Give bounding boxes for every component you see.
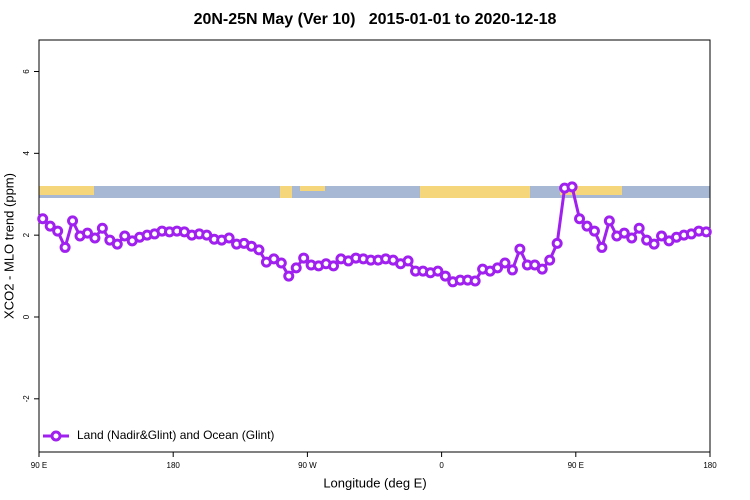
data-point xyxy=(439,270,451,282)
data-point xyxy=(581,220,593,232)
data-point xyxy=(469,275,481,287)
data-point xyxy=(700,226,712,238)
data-point xyxy=(89,232,101,244)
data-point xyxy=(596,241,608,253)
y-tick-label: 4 xyxy=(22,151,31,156)
x-tick-label: 180 xyxy=(703,461,717,470)
data-point xyxy=(37,213,49,225)
plot-frame xyxy=(38,39,711,453)
map-strip xyxy=(39,186,710,198)
data-point xyxy=(253,244,265,256)
data-point xyxy=(618,227,630,239)
data-point xyxy=(432,265,444,277)
data-point xyxy=(499,257,511,269)
data-point xyxy=(298,252,310,264)
legend-marker xyxy=(50,430,62,442)
legend-label: Land (Nadir&Glint) and Ocean (Glint) xyxy=(77,428,274,442)
data-point xyxy=(514,243,526,255)
y-tick-label: 6 xyxy=(22,69,31,74)
data-point xyxy=(223,232,235,244)
x-tick-label: 0 xyxy=(439,461,444,470)
data-point xyxy=(59,241,71,253)
x-tick-label: 180 xyxy=(167,461,181,470)
data-point xyxy=(492,262,504,274)
x-axis-label: Longitude (deg E) xyxy=(323,475,426,490)
data-point xyxy=(603,215,615,227)
data-point xyxy=(551,237,563,249)
x-tick-label: 90 E xyxy=(31,461,47,470)
data-point xyxy=(544,254,556,266)
data-point xyxy=(67,215,79,227)
data-point xyxy=(119,230,131,242)
y-axis-label: XCO2 - MLO trend (ppm) xyxy=(1,173,16,319)
data-point xyxy=(506,264,518,276)
y-tick-label: -2 xyxy=(22,395,31,403)
data-point xyxy=(626,232,638,244)
data-point xyxy=(588,225,600,237)
data-point xyxy=(536,263,548,275)
data-point xyxy=(283,270,295,282)
x-tick-label: 90 W xyxy=(298,461,317,470)
data-point xyxy=(574,213,586,225)
data-point xyxy=(44,220,56,232)
data-point xyxy=(81,227,93,239)
data-point xyxy=(96,222,108,234)
data-point xyxy=(290,262,302,274)
x-tick-label: 90 E xyxy=(568,461,584,470)
data-point xyxy=(52,225,64,237)
data-point xyxy=(566,181,578,193)
y-tick-label: 0 xyxy=(22,314,31,319)
data-point xyxy=(275,257,287,269)
data-point xyxy=(656,230,668,242)
chart-title: 20N-25N May (Ver 10) 2015-01-01 to 2020-… xyxy=(194,11,557,28)
data-point xyxy=(633,222,645,234)
y-tick-label: 2 xyxy=(22,232,31,237)
data-point xyxy=(111,238,123,250)
data-point xyxy=(648,238,660,250)
data-point xyxy=(402,255,414,267)
data-point xyxy=(327,260,339,272)
